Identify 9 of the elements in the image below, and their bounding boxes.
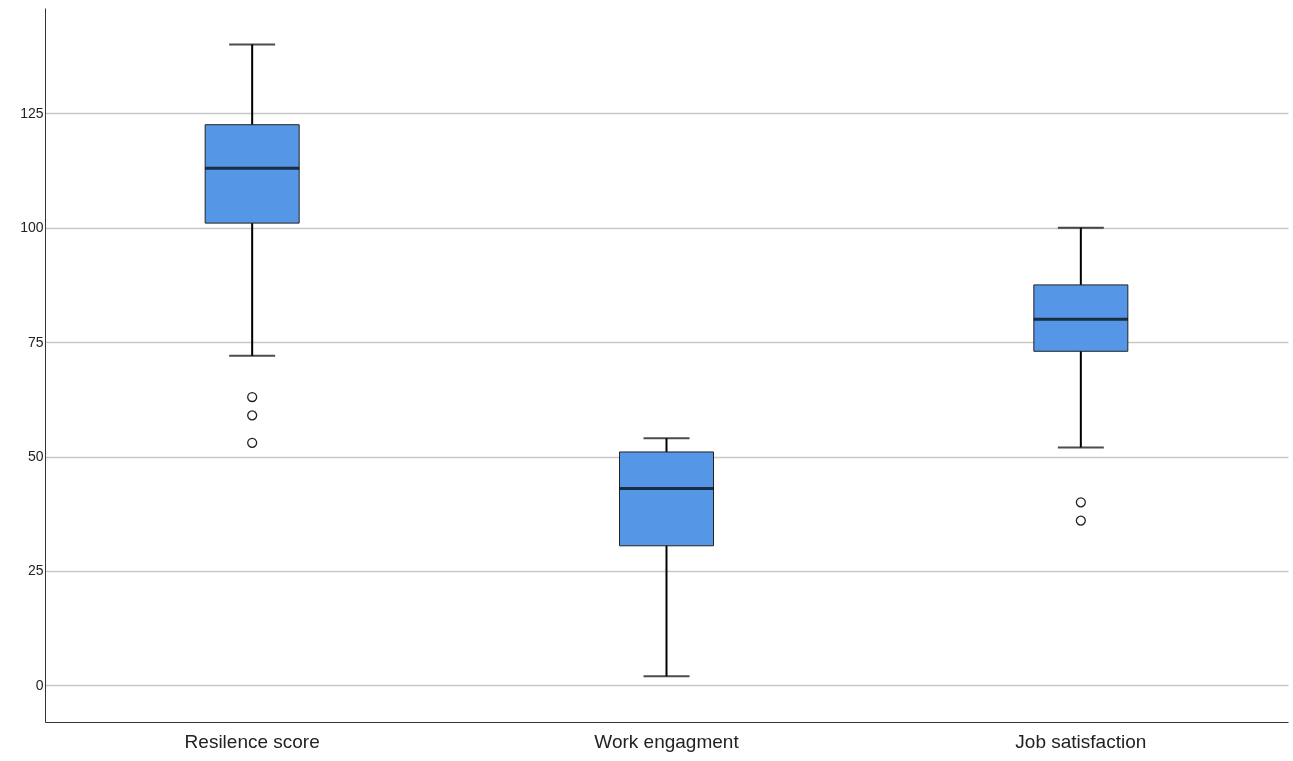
- y-tick-label: 75: [27, 333, 44, 350]
- x-tick-label: Job satisfaction: [1015, 730, 1147, 752]
- y-tick-label: 100: [20, 219, 44, 236]
- y-tick-label: 25: [27, 562, 44, 579]
- y-tick-label: 0: [35, 676, 44, 693]
- x-tick-label: Resilence score: [184, 730, 320, 752]
- y-tick-label: 125: [20, 104, 44, 121]
- x-tick-label: Work engagment: [594, 730, 740, 752]
- y-tick-label: 50: [27, 448, 44, 465]
